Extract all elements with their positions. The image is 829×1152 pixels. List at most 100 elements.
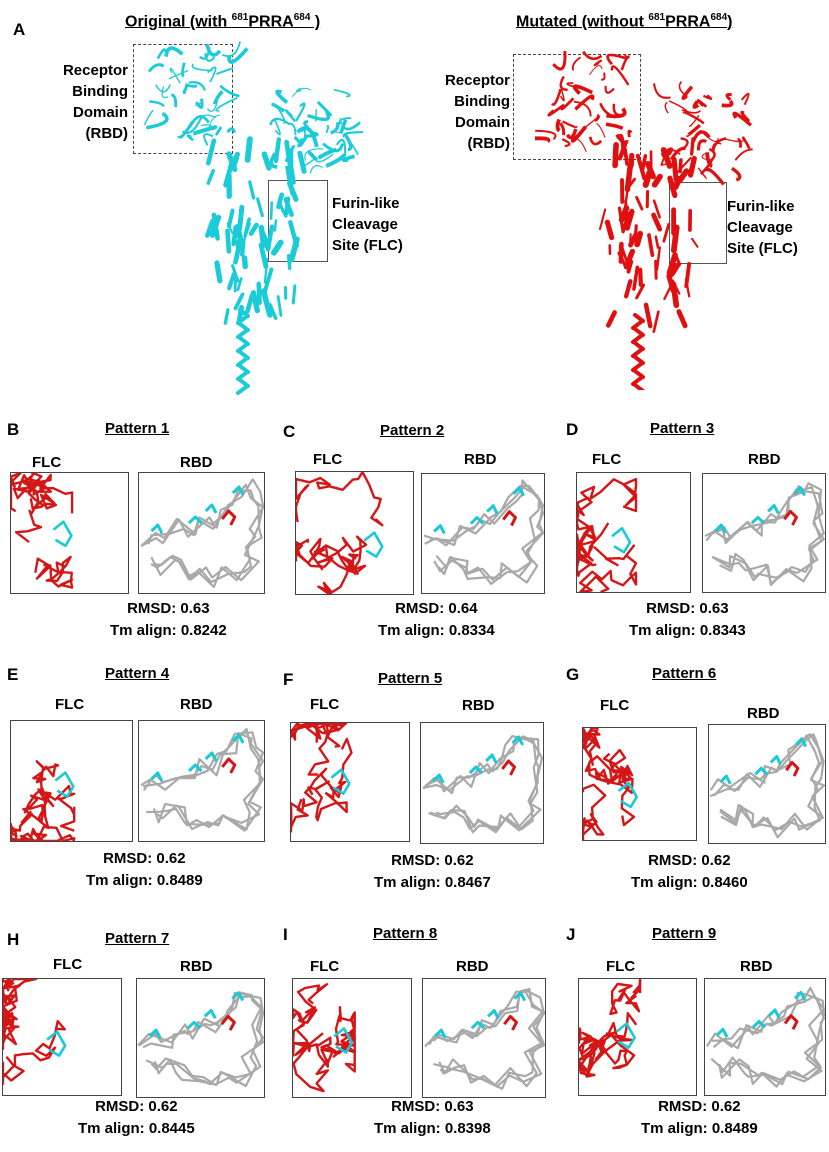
rbd-chain: [424, 486, 544, 581]
flc-backbone-trace: [296, 472, 384, 594]
flc-backbone-trace: [583, 728, 639, 840]
flc-chain: [579, 544, 638, 592]
ribbon-tail: [238, 350, 250, 360]
ribbon-helix: [623, 147, 629, 166]
ribbon-helix: [263, 288, 268, 304]
flc-chain: [577, 477, 638, 517]
ribbon-strand: [535, 129, 557, 140]
ribbon-tail: [236, 371, 248, 381]
ribbon-strand: [596, 122, 606, 138]
ribbon-strand: [271, 102, 286, 113]
rbd-highlight-segment: [231, 991, 245, 1002]
ribbon-helix: [233, 292, 245, 311]
ribbon-strand: [721, 99, 734, 108]
ribbon-strand: [697, 167, 707, 180]
ribbon-helix: [671, 279, 681, 295]
ribbon-strand: [594, 113, 600, 122]
flc-label: FLC: [53, 956, 83, 973]
ribbon-helix: [223, 159, 235, 188]
original-flc-label: Furin-like Cleavage Site (FLC): [332, 195, 403, 254]
ribbon-strand: [206, 100, 219, 112]
ribbon-tail: [633, 327, 645, 337]
ribbon-helix: [270, 239, 284, 256]
ribbon-helix: [241, 255, 248, 270]
tm-align-value: Tm align: 0.8489: [641, 1120, 758, 1137]
flc-backbone-trace: [577, 477, 638, 592]
ribbon-strand: [559, 75, 568, 91]
rbd-red-segment: [221, 757, 237, 774]
rbd-backbone-trace: [140, 478, 264, 589]
ribbon-strand: [732, 111, 753, 127]
ribbon-strand: [287, 122, 297, 136]
ribbon-strand: [571, 56, 582, 71]
flc-structure-box: [582, 727, 697, 841]
flc-structure-box: [290, 722, 410, 842]
ribbon-helix: [652, 199, 661, 219]
ribbon-helix: [638, 267, 643, 288]
ribbon-helix: [211, 212, 220, 241]
ribbon-tail: [633, 313, 645, 323]
ribbon-strand: [207, 66, 217, 83]
ribbon-strand: [164, 46, 184, 57]
ribbon-strand: [620, 54, 630, 71]
rbd-chain: [424, 988, 545, 1088]
rmsd-value: RMSD: 0.63: [127, 600, 210, 617]
ribbon-strand: [730, 166, 742, 182]
ribbon-strand: [221, 41, 241, 57]
ribbon-strand: [623, 54, 630, 59]
rmsd-value: RMSD: 0.62: [391, 852, 474, 869]
flc-structure-box: [2, 978, 122, 1096]
ribbon-strand: [605, 122, 624, 130]
ribbon-strand: [315, 153, 334, 163]
rbd-label: RBD: [464, 451, 497, 468]
ribbon-helix: [256, 281, 262, 306]
ribbon-tail: [631, 376, 643, 386]
flc-highlight-loop: [46, 1030, 67, 1057]
rbd-label: RBD: [456, 958, 489, 975]
ribbon-strand: [219, 84, 240, 98]
flc-chain: [14, 480, 58, 544]
rbd-backbone-trace: [709, 733, 825, 839]
rbd-highlight-segment: [794, 737, 808, 748]
ribbon-strand: [335, 138, 347, 157]
flc-chain: [3, 979, 21, 1042]
ribbon-strand: [269, 117, 291, 126]
flc-chain: [583, 783, 607, 840]
flc-chain: [291, 767, 343, 833]
ribbon-helix: [612, 142, 619, 169]
flc-highlight-loop: [611, 526, 632, 554]
ribbon-strand: [212, 90, 224, 105]
stats-block: RMSD: 0.62 Tm align: 0.8460: [631, 850, 748, 894]
ribbon-strand: [741, 136, 751, 151]
ribbon-strand: [182, 83, 189, 95]
ribbon-strand: [652, 83, 671, 99]
ribbon-strand: [740, 92, 750, 106]
rbd-chain: [142, 995, 264, 1086]
rbd-red-segment: [220, 1014, 236, 1031]
flc-chain: [584, 755, 634, 795]
ribbon-strand: [724, 138, 744, 143]
rbd-label: RBD: [748, 451, 781, 468]
ribbon-strand: [688, 114, 700, 128]
rbd-chain: [708, 485, 824, 585]
ribbon-helix: [244, 136, 253, 163]
rbd-highlight-segment: [513, 991, 527, 1002]
ribbon-helix: [670, 224, 680, 254]
flc-backbone-trace: [291, 723, 353, 833]
rmsd-value: RMSD: 0.63: [646, 600, 729, 617]
rmsd-value: RMSD: 0.62: [648, 852, 731, 869]
ribbon-strand: [561, 138, 571, 148]
ribbon-strand: [341, 154, 356, 163]
panel-letter-a: A: [13, 20, 26, 39]
flc-label: FLC: [600, 697, 630, 714]
flc-backbone-trace: [11, 760, 76, 841]
rbd-highlight-segment: [754, 766, 769, 776]
ribbon-strand: [296, 126, 319, 148]
ribbon-helix: [669, 262, 681, 277]
rbd-highlight-segment: [767, 504, 780, 514]
mutated-flc-box: [669, 182, 727, 264]
mutated-structure-title: Mutated (without 681PRRA684): [516, 12, 733, 31]
rbd-red-segment: [503, 1014, 518, 1031]
flc-highlight-loop: [52, 520, 73, 548]
ribbon-helix: [684, 278, 691, 298]
